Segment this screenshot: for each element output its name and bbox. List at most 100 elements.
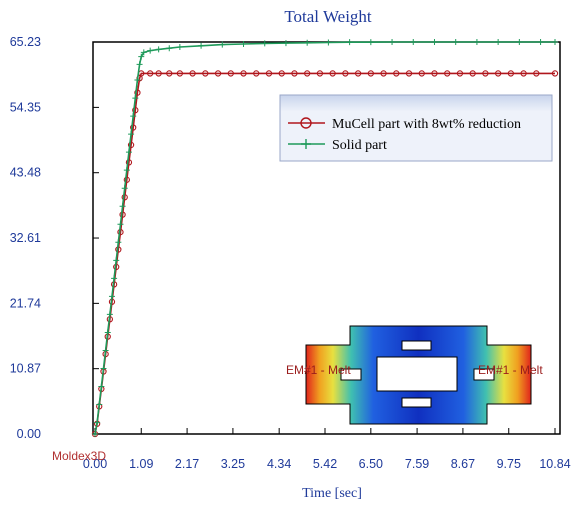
legend-marker-mucell [300, 117, 312, 129]
data-point-mucell [130, 124, 137, 131]
data-point-solid [552, 39, 558, 45]
legend-marker-solid [301, 139, 311, 149]
data-point-solid [219, 41, 226, 48]
data-point-solid [495, 39, 502, 45]
data-point-solid [134, 77, 141, 84]
data-point-solid [516, 39, 523, 45]
data-point-solid [132, 95, 139, 102]
x-tick-label: 0.00 [83, 457, 107, 471]
data-point-solid [117, 221, 124, 228]
data-point-mucell [166, 70, 173, 77]
data-point-mucell [405, 70, 413, 77]
inset-slot-right [473, 368, 495, 381]
data-point-solid [121, 185, 128, 192]
y-tick-label: 43.48 [10, 166, 41, 180]
data-point-solid [346, 39, 353, 46]
data-point-mucell [253, 70, 260, 77]
y-tick-label: 65.23 [10, 35, 41, 49]
data-point-solid [282, 40, 289, 47]
data-point-mucell [533, 70, 540, 77]
data-point-mucell [418, 70, 425, 77]
data-point-mucell [393, 70, 400, 77]
data-point-solid [261, 40, 268, 47]
x-tick-label: 6.50 [359, 457, 383, 471]
data-point-solid [198, 42, 205, 49]
data-point-mucell [240, 70, 247, 77]
data-point-solid [240, 40, 247, 47]
y-tick-label: 54.35 [10, 100, 41, 114]
y-tick-label: 32.61 [10, 231, 41, 245]
data-point-solid [130, 113, 137, 120]
data-point-solid [108, 293, 115, 300]
data-point-mucell [482, 70, 489, 77]
data-point-solid [473, 39, 480, 45]
data-point-solid [100, 365, 107, 372]
data-point-solid [176, 43, 183, 50]
data-point-solid [96, 401, 103, 408]
data-point-solid [115, 239, 122, 246]
series-line-solid [94, 41, 555, 435]
data-point-solid [537, 39, 544, 45]
data-point-mucell [291, 70, 298, 77]
inset-melt-label-right: EM#1 - Melt [478, 363, 543, 377]
data-point-solid [325, 39, 332, 46]
data-point-mucell [265, 70, 273, 77]
data-point-mucell [380, 70, 387, 77]
x-tick-label: 7.59 [405, 457, 429, 471]
y-tick-label: 21.74 [10, 296, 41, 310]
x-tick-label: 10.84 [539, 457, 570, 471]
data-point-mucell [431, 70, 438, 77]
data-point-mucell [125, 159, 133, 166]
data-point-mucell [367, 70, 374, 77]
data-point-mucell [127, 141, 135, 149]
x-tick-label: 5.42 [313, 457, 337, 471]
data-point-solid [410, 39, 417, 45]
x-tick-label: 9.75 [497, 457, 521, 471]
data-point-solid [111, 275, 118, 282]
data-point-mucell [507, 70, 515, 77]
data-point-solid [94, 419, 101, 426]
data-point-mucell [316, 70, 324, 77]
data-point-solid [136, 61, 143, 68]
data-point-mucell [176, 70, 184, 77]
data-point-solid [304, 39, 311, 46]
data-point-solid [140, 49, 147, 56]
data-point-solid [104, 329, 111, 336]
data-point-solid [128, 131, 135, 138]
x-axis: 0.00 1.09 2.17 3.25 4.34 5.42 6.50 7.59 8.67 9.75… [83, 428, 571, 471]
data-point-solid [113, 257, 120, 264]
inset-center-hole [376, 356, 458, 392]
y-tick-label: 0.00 [17, 427, 41, 441]
data-point-mucell [329, 70, 336, 77]
x-tick-label: 8.67 [451, 457, 475, 471]
legend: MuCell part with 8wt% reduction Solid pa… [279, 94, 553, 162]
data-point-mucell [132, 106, 139, 114]
data-point-solid [166, 45, 173, 52]
watermark-text: Moldex3D [52, 449, 106, 463]
data-point-mucell [342, 70, 349, 77]
data-point-mucell [155, 70, 162, 77]
data-point-mucell [304, 70, 311, 77]
inset-slot-top [401, 340, 432, 351]
data-point-solid [452, 39, 459, 45]
x-axis-label: Time [sec] [302, 486, 362, 501]
data-point-mucell [227, 70, 234, 77]
data-point-mucell [147, 70, 154, 77]
data-point-mucell [520, 70, 527, 77]
data-point-mucell [278, 70, 285, 77]
data-point-mucell [134, 89, 141, 96]
data-point-solid [138, 53, 145, 60]
data-point-solid [106, 311, 113, 318]
legend-label-solid: Solid part [332, 138, 387, 153]
x-tick-label: 1.09 [129, 457, 153, 471]
inset-melt-label-left: EM#1 - Melt [286, 363, 351, 377]
data-point-solid [367, 39, 374, 46]
data-point-solid [98, 383, 105, 390]
x-tick-label: 4.34 [267, 457, 291, 471]
data-point-mucell [456, 70, 464, 77]
data-point-solid [92, 431, 98, 437]
data-point-mucell [214, 70, 222, 77]
data-point-mucell [189, 70, 196, 77]
inset-slot-left [340, 368, 362, 381]
